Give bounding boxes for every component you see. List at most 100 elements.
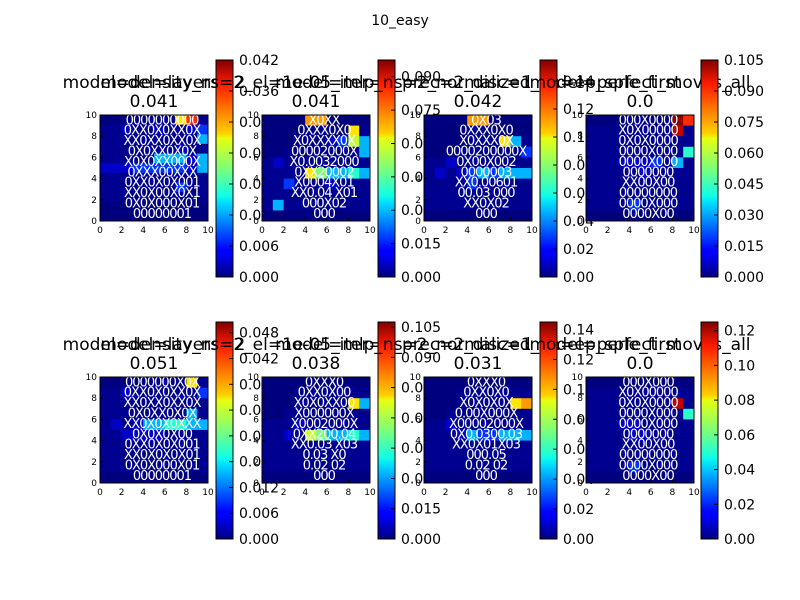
heatmap-cell <box>488 168 500 179</box>
heatmap-cell <box>316 199 328 211</box>
heatmap-cell <box>640 125 652 137</box>
heatmap-cell <box>164 398 176 410</box>
x-tick-label: 8 <box>184 226 190 236</box>
cell-annotation: 00000001 <box>133 469 192 484</box>
cell-annotation: 0X0X0X00 <box>132 427 193 442</box>
x-tick-label: 10 <box>526 488 538 498</box>
heatmap-cell <box>272 189 284 201</box>
heatmap-cell <box>488 472 500 484</box>
heatmap-cell <box>640 189 652 201</box>
heatmap-cell <box>186 472 198 484</box>
x-tick-label: 10 <box>364 488 376 498</box>
y-tick-label: 4 <box>91 437 97 447</box>
heatmap-cell <box>629 199 641 211</box>
heatmap-cell <box>164 377 176 388</box>
heatmap-cell <box>186 419 198 431</box>
heatmap-cell <box>618 461 630 473</box>
heatmap-cell <box>121 192 133 203</box>
heatmap-cells <box>262 377 371 484</box>
heatmap-cell <box>348 461 360 473</box>
heatmap-cell <box>650 430 662 441</box>
heatmap-cell <box>326 210 338 222</box>
heatmap-cell <box>640 115 652 126</box>
heatmap-cell <box>650 408 662 420</box>
heatmap-cell <box>294 408 306 420</box>
heatmap-cell <box>650 178 662 190</box>
cell-annotation: X0XX <box>309 113 341 128</box>
y-tick-label: 4 <box>415 437 421 447</box>
panel-title: model=mlp_ns=2_normalized_on=ep_sple_fir… <box>275 335 681 355</box>
heatmap-cell <box>672 430 684 441</box>
heatmap-cell <box>337 419 349 431</box>
heatmap-cell <box>596 419 608 431</box>
colorbar-tick-label: 0.04 <box>724 463 755 479</box>
heatmap-cell <box>521 398 533 410</box>
heatmap-cell <box>607 461 619 473</box>
y-tick-label: 10 <box>248 111 260 121</box>
heatmap-cell <box>434 157 446 169</box>
heatmap-cells <box>100 377 209 484</box>
heatmap-cell <box>499 168 511 179</box>
heatmap-cell <box>283 472 295 484</box>
x-tick-label: 6 <box>324 488 330 498</box>
heatmap-cell <box>424 461 436 473</box>
heatmap-cell <box>154 182 166 193</box>
heatmap-cell <box>661 472 673 484</box>
heatmap-cell <box>586 157 598 169</box>
heatmap-panel-2: X0XX0XXX0X0X0XXXX0X00002000XX0.00320000X… <box>100 59 532 286</box>
heatmap-cell <box>586 115 598 126</box>
heatmap-cell <box>283 157 295 169</box>
x-tick-label: 0 <box>421 226 427 236</box>
cell-annotation: 0.03 X0 <box>302 448 346 463</box>
heatmap-cell <box>132 124 144 135</box>
x-tick-label: 6 <box>486 226 492 236</box>
heatmap-cell <box>359 115 371 126</box>
heatmap-cell <box>467 398 479 410</box>
cell-annotation: XX0XX0XX0X <box>123 396 201 411</box>
heatmap-cell <box>100 377 112 388</box>
cell-annotation: XX0X01X03 <box>452 438 521 453</box>
heatmap-cell <box>272 168 284 179</box>
y-tick-label: 10 <box>248 373 260 383</box>
heatmap-cell <box>672 419 684 431</box>
heatmap-cell <box>100 461 112 473</box>
heatmap-cell <box>143 398 155 410</box>
y-tick-label: 0 <box>91 479 97 489</box>
heatmap-cell <box>110 211 122 222</box>
heatmap-cell <box>348 210 360 222</box>
heatmap-cell <box>607 419 619 431</box>
heatmap-cell <box>618 125 630 137</box>
heatmap-cell <box>359 387 371 399</box>
cell-annotation: 0000000 <box>623 427 675 442</box>
heatmap-cell <box>467 146 479 158</box>
heatmap-cell <box>424 419 436 431</box>
y-tick-label: 10 <box>86 111 98 121</box>
heatmap-cell <box>316 461 328 473</box>
heatmap-cell <box>521 168 533 179</box>
heatmap-cell <box>175 430 187 441</box>
heatmap-cell <box>359 461 371 473</box>
heatmap-cell <box>586 430 598 441</box>
heatmap-cell <box>294 168 306 179</box>
heatmap-cell <box>359 157 371 169</box>
y-tick-label: 2 <box>577 458 583 468</box>
heatmap-cell <box>661 199 673 211</box>
heatmap-cell <box>272 398 284 410</box>
heatmap-cell <box>456 199 468 211</box>
heatmap-cell <box>456 461 468 473</box>
heatmap-cell <box>197 408 209 420</box>
heatmap-cell <box>499 398 511 410</box>
heatmap-cell <box>661 387 673 399</box>
heatmap-cell <box>683 210 695 222</box>
heatmap-cell <box>143 419 155 431</box>
heatmap-cell <box>283 115 295 126</box>
cell-annotation: X0X0XX000X <box>124 155 201 170</box>
heatmap-cell <box>121 153 133 164</box>
heatmap-cell <box>618 178 630 190</box>
cell-annotation: 0000X000 <box>619 196 679 211</box>
cell-annotation: XX0.03 X03 <box>291 438 358 453</box>
heatmap-cell <box>467 430 479 441</box>
heatmap-cell <box>164 451 176 463</box>
heatmap-cell <box>272 387 284 399</box>
heatmap-cell <box>434 377 446 388</box>
